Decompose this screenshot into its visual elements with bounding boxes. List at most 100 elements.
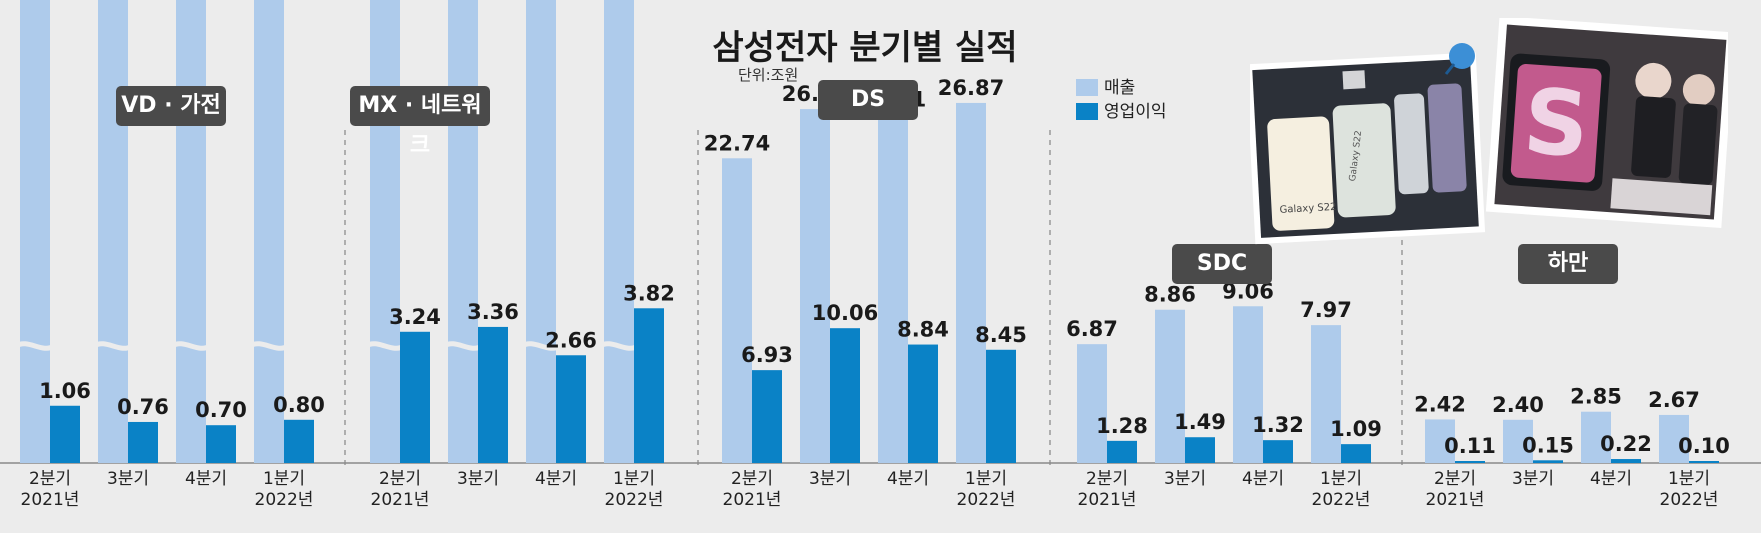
revenue-value-label: 6.87 (1066, 317, 1118, 341)
axis-break-mark (248, 341, 290, 351)
operating-profit-bar (478, 326, 508, 463)
category-label: 2분기 (1434, 469, 1476, 489)
operating-profit-bar (128, 421, 158, 463)
category-label: 3분기 (809, 469, 851, 489)
photo-right: S (1485, 18, 1728, 229)
legend-swatch-operating-profit (1076, 103, 1098, 120)
category-label: 4분기 (535, 469, 577, 489)
operating-profit-bar (1533, 460, 1563, 463)
revenue-value-label: 2.67 (1648, 388, 1700, 412)
revenue-bar (20, 0, 50, 463)
legend-item-revenue: 매출 (1076, 73, 1135, 98)
revenue-bar (370, 0, 400, 463)
revenue-bar (878, 114, 908, 463)
operating-profit-value-label: 2.66 (545, 328, 597, 352)
revenue-bar (254, 0, 284, 463)
category-label: 1분기 (613, 469, 655, 489)
operating-profit-value-label: 0.80 (273, 393, 325, 417)
operating-profit-bar (1107, 440, 1137, 463)
revenue-value-label: 2.40 (1492, 393, 1544, 417)
operating-profit-bar (400, 331, 430, 463)
operating-profit-value-label: 6.93 (741, 343, 793, 367)
revenue-bar (1155, 309, 1185, 463)
category-label: 2021년 (1426, 490, 1485, 510)
revenue-bar (1425, 419, 1455, 463)
operating-profit-value-label: 0.15 (1522, 433, 1574, 457)
category-label: 1분기 (1668, 469, 1710, 489)
photo-left: Galaxy S22 Galaxy S22 (1250, 52, 1486, 245)
photo-big-letter: S (1520, 69, 1592, 178)
axis-break-mark (14, 341, 56, 351)
revenue-bar (1503, 419, 1533, 463)
operating-profit-value-label: 0.10 (1678, 434, 1730, 458)
chart-title: 삼성전자 분기별 실적 (712, 28, 1018, 68)
category-label: 4분기 (185, 469, 227, 489)
category-label: 2022년 (1660, 490, 1719, 510)
category-label: 2021년 (723, 490, 782, 510)
panel-title-sdc: SDC (1172, 244, 1272, 284)
unit-label: 단위:조원 (738, 66, 799, 84)
operating-profit-bar (1185, 437, 1215, 463)
operating-profit-value-label: 1.32 (1252, 413, 1304, 437)
revenue-bar (1311, 325, 1341, 463)
category-label: 2022년 (1312, 490, 1371, 510)
revenue-bar (176, 0, 206, 464)
operating-profit-bar (284, 419, 314, 463)
operating-profit-bar (1455, 461, 1485, 463)
revenue-value-label: 7.97 (1300, 298, 1352, 322)
revenue-bar (722, 158, 752, 463)
category-label: 2022년 (255, 490, 314, 510)
legend-item-operating-profit: 영업이익 (1076, 97, 1167, 122)
operating-profit-bar (50, 405, 80, 463)
galaxy-s22-photo: Galaxy S22 Galaxy S22 S (1250, 18, 1728, 245)
category-label: 2분기 (731, 469, 773, 489)
axis-break-mark (520, 341, 562, 351)
legend-label-operating-profit: 영업이익 (1104, 102, 1167, 122)
axis-break-mark (170, 341, 212, 351)
category-label: 2022년 (957, 490, 1016, 510)
revenue-bar (98, 0, 128, 464)
revenue-value-label: 8.86 (1144, 283, 1196, 307)
operating-profit-value-label: 3.36 (467, 300, 519, 324)
operating-profit-bar (1611, 459, 1641, 463)
revenue-bar (1077, 344, 1107, 463)
panel-title-mx: MX · 네트워크 (350, 86, 490, 158)
operating-profit-value-label: 3.82 (623, 281, 675, 305)
category-label: 1분기 (965, 469, 1007, 489)
category-label: 4분기 (1590, 469, 1632, 489)
revenue-bar (956, 102, 986, 463)
operating-profit-value-label: 0.11 (1444, 434, 1496, 458)
category-label: 3분기 (1512, 469, 1554, 489)
legend-label-revenue: 매출 (1104, 78, 1136, 98)
operating-profit-bar (752, 370, 782, 463)
category-label: 3분기 (1164, 469, 1206, 489)
operating-profit-bar (908, 344, 938, 463)
revenue-bar (526, 0, 556, 463)
revenue-bar (800, 109, 830, 463)
category-label: 2분기 (379, 469, 421, 489)
panel-title-ds: DS (818, 80, 918, 120)
operating-profit-value-label: 8.84 (897, 318, 949, 342)
axis-break-mark (92, 341, 134, 351)
category-label: 2분기 (1086, 469, 1128, 489)
category-label: 4분기 (887, 469, 929, 489)
category-label: 1분기 (263, 469, 305, 489)
operating-profit-value-label: 1.09 (1330, 417, 1382, 441)
category-label: 2021년 (21, 490, 80, 510)
category-label: 2021년 (1078, 490, 1137, 510)
operating-profit-value-label: 10.06 (812, 301, 878, 325)
legend-swatch-revenue (1076, 79, 1098, 96)
category-label: 3분기 (457, 469, 499, 489)
operating-profit-bar (986, 349, 1016, 463)
revenue-bar (448, 0, 478, 463)
operating-profit-bar (634, 308, 664, 463)
revenue-value-label: 26.87 (938, 76, 1004, 100)
operating-profit-bar (556, 355, 586, 463)
category-label: 2021년 (371, 490, 430, 510)
operating-profit-value-label: 1.49 (1174, 410, 1226, 434)
category-label: 4분기 (1242, 469, 1284, 489)
category-label: 2분기 (29, 469, 71, 489)
revenue-value-label: 2.42 (1414, 392, 1466, 416)
revenue-value-label: 2.85 (1570, 385, 1622, 409)
